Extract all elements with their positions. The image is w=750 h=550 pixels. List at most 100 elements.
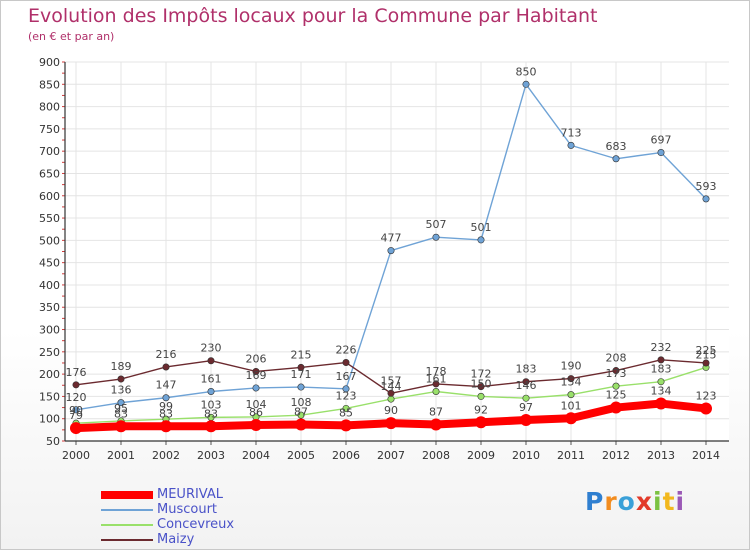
legend-item-concevreux: Concevreux — [101, 517, 234, 532]
data-label-maizy: 178 — [426, 365, 447, 378]
data-label-muscourt: 713 — [561, 126, 582, 139]
legend-label-maizy: Maizy — [157, 532, 195, 547]
data-label-meurival: 79 — [69, 409, 83, 422]
x-tick-label: 2010 — [512, 449, 540, 462]
data-point-maizy — [387, 389, 395, 397]
data-point-maizy — [252, 367, 260, 375]
data-label-concevreux: 90 — [69, 404, 83, 417]
data-point-muscourt — [477, 236, 485, 244]
data-point-maizy — [612, 367, 620, 375]
y-tick-label: 350 — [39, 301, 60, 314]
data-label-muscourt: 169 — [246, 369, 267, 382]
legend-swatch-muscourt — [101, 508, 153, 511]
legend-label-concevreux: Concevreux — [157, 517, 235, 532]
data-point-maizy — [657, 356, 665, 364]
data-label-muscourt: 120 — [66, 391, 87, 404]
data-point-muscourt — [342, 385, 350, 393]
y-tick-label: 600 — [39, 190, 60, 203]
data-label-concevreux: 154 — [561, 376, 582, 389]
data-label-maizy: 172 — [471, 368, 492, 381]
data-point-maizy — [117, 375, 125, 383]
legend-label-muscourt: Muscourt — [157, 502, 218, 517]
x-tick-label: 2014 — [692, 449, 720, 462]
data-point-maizy — [72, 381, 80, 389]
data-point-muscourt — [252, 384, 260, 392]
data-point-muscourt — [702, 195, 710, 203]
legend-swatch-maizy — [101, 538, 153, 541]
data-point-meurival — [610, 401, 622, 414]
data-label-muscourt: 147 — [156, 379, 177, 392]
data-point-maizy — [567, 375, 575, 383]
y-tick-label: 100 — [39, 413, 60, 426]
data-label-meurival: 83 — [204, 407, 218, 420]
data-label-maizy: 157 — [381, 374, 402, 387]
y-tick-label: 550 — [39, 212, 60, 225]
data-label-muscourt: 507 — [426, 218, 447, 231]
data-point-muscourt — [432, 233, 440, 241]
x-tick-label: 2003 — [197, 449, 225, 462]
y-tick-label: 250 — [39, 346, 60, 359]
y-tick-label: 700 — [39, 145, 60, 158]
data-point-meurival — [115, 420, 127, 433]
data-point-meurival — [385, 417, 397, 430]
data-label-meurival: 83 — [159, 407, 173, 420]
data-point-muscourt — [72, 406, 80, 414]
data-point-meurival — [700, 402, 712, 415]
data-point-muscourt — [657, 149, 665, 157]
x-tick-label: 2008 — [422, 449, 450, 462]
data-label-muscourt: 477 — [381, 232, 402, 245]
data-label-muscourt: 171 — [291, 368, 312, 381]
y-tick-label: 300 — [39, 324, 60, 337]
data-label-muscourt: 697 — [651, 134, 672, 147]
data-label-muscourt: 501 — [471, 221, 492, 234]
y-tick-label: 750 — [39, 123, 60, 136]
legend-item-maizy: Maizy — [101, 532, 234, 547]
data-label-concevreux: 150 — [471, 377, 492, 390]
data-label-meurival: 85 — [339, 406, 353, 419]
data-label-maizy: 189 — [111, 360, 132, 373]
x-tick-label: 2000 — [62, 449, 90, 462]
data-label-maizy: 176 — [66, 366, 87, 379]
data-label-meurival: 83 — [114, 407, 128, 420]
data-label-muscourt: 683 — [606, 140, 627, 153]
data-point-muscourt — [567, 141, 575, 149]
data-point-muscourt — [162, 394, 170, 402]
data-label-maizy: 183 — [516, 363, 537, 376]
data-label-maizy: 216 — [156, 348, 177, 361]
data-point-maizy — [162, 363, 170, 371]
data-point-meurival — [160, 420, 172, 433]
data-point-concevreux — [432, 388, 440, 396]
data-label-meurival: 87 — [294, 406, 308, 419]
data-point-maizy — [342, 359, 350, 367]
y-tick-label: 150 — [39, 390, 60, 403]
data-point-meurival — [520, 414, 532, 427]
data-point-concevreux — [297, 411, 305, 419]
data-label-meurival: 86 — [249, 406, 263, 419]
data-label-concevreux: 215 — [696, 348, 717, 361]
data-point-concevreux — [522, 394, 530, 402]
data-point-meurival — [340, 419, 352, 432]
y-tick-label: 900 — [39, 56, 60, 69]
x-tick-label: 2009 — [467, 449, 495, 462]
legend-label-meurival: MEURIVAL — [157, 487, 224, 502]
data-label-concevreux: 108 — [291, 396, 312, 409]
data-label-meurival: 92 — [474, 403, 488, 416]
x-tick-label: 2013 — [647, 449, 675, 462]
data-label-maizy: 232 — [651, 341, 672, 354]
data-label-muscourt: 161 — [201, 373, 222, 386]
x-tick-label: 2001 — [107, 449, 135, 462]
data-point-concevreux — [612, 382, 620, 390]
data-point-concevreux — [387, 395, 395, 403]
data-point-muscourt — [522, 80, 530, 88]
data-point-muscourt — [297, 383, 305, 391]
data-point-muscourt — [117, 399, 125, 407]
data-point-meurival — [655, 397, 667, 410]
data-point-maizy — [297, 363, 305, 371]
data-point-maizy — [432, 380, 440, 388]
data-point-maizy — [207, 357, 215, 365]
data-label-meurival: 87 — [429, 406, 443, 419]
data-label-concevreux: 161 — [426, 373, 447, 386]
y-tick-label: 400 — [39, 279, 60, 292]
data-label-meurival: 123 — [696, 389, 717, 402]
